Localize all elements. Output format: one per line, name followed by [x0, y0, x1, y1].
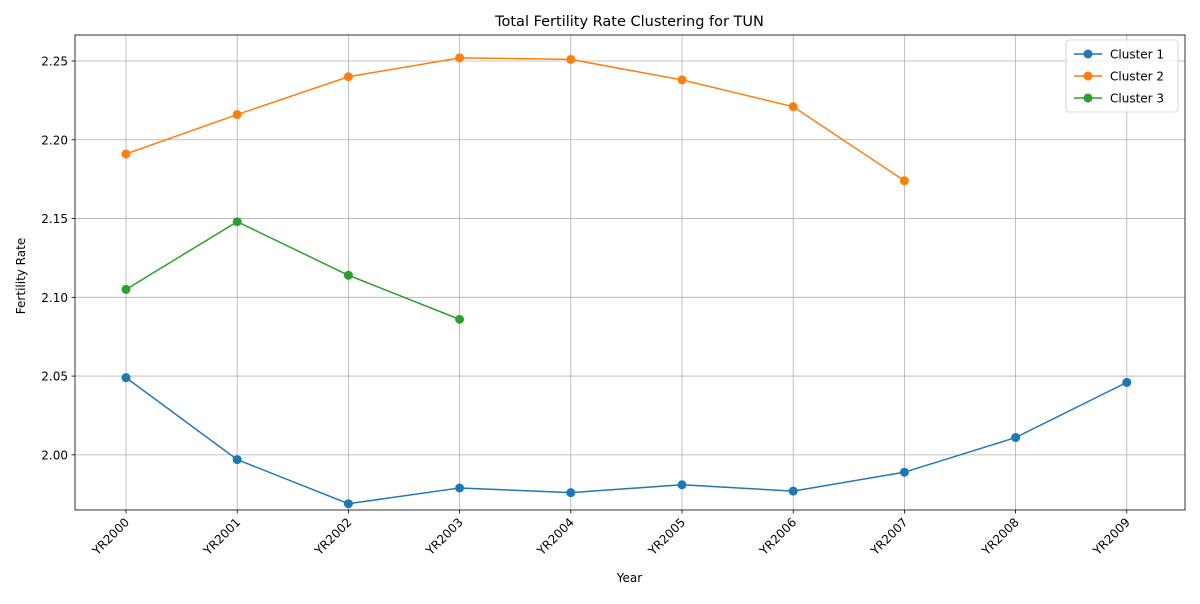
data-point [343, 270, 353, 280]
legend-label: Cluster 2 [1110, 70, 1164, 84]
data-point [788, 486, 798, 496]
legend-swatch-marker [1083, 49, 1093, 59]
x-tick-label: YR2007 [867, 515, 910, 558]
data-point [566, 488, 576, 498]
y-axis-title: Fertility Rate [14, 238, 28, 314]
data-point [1122, 377, 1132, 387]
x-tick-label: YR2006 [756, 515, 799, 558]
series-line [125, 220, 460, 321]
legend-label: Cluster 3 [1110, 92, 1164, 106]
legend-swatch-marker [1083, 93, 1093, 103]
series-group [121, 217, 465, 324]
data-point [121, 284, 131, 294]
y-tick-label: 2.10 [41, 291, 68, 305]
data-point [455, 314, 465, 324]
series-lines [121, 53, 1132, 509]
x-tick-label: YR2000 [89, 515, 132, 558]
data-point [455, 53, 465, 63]
series-line [125, 377, 1128, 505]
legend-label: Cluster 1 [1110, 48, 1164, 62]
data-point [232, 455, 242, 465]
x-axis-title: Year [616, 571, 642, 585]
data-point [232, 110, 242, 120]
data-point [1011, 433, 1021, 443]
x-tick-label: YR2003 [422, 515, 465, 558]
data-point [899, 176, 909, 186]
y-tick-label: 2.00 [41, 448, 68, 462]
series-group [121, 53, 909, 186]
data-point [677, 480, 687, 490]
x-tick-label: YR2008 [978, 515, 1021, 558]
chart-title: Total Fertility Rate Clustering for TUN [494, 14, 764, 30]
series-group [121, 373, 1132, 509]
x-tick-label: YR2002 [311, 515, 354, 558]
y-tick-label: 2.25 [41, 54, 68, 68]
data-point [121, 149, 131, 159]
legend: Cluster 1 Cluster 2 Cluster 3 [1065, 39, 1179, 113]
data-point [343, 499, 353, 509]
data-point [788, 102, 798, 112]
x-tick-label: YR2005 [645, 515, 688, 558]
data-point [566, 54, 576, 64]
data-point [343, 72, 353, 82]
data-point [232, 217, 242, 227]
data-point [455, 483, 465, 493]
legend-swatch-marker [1083, 71, 1093, 81]
x-tick-label: YR2001 [200, 515, 243, 558]
data-point [677, 75, 687, 85]
x-tick-label: YR2004 [534, 515, 577, 558]
x-tick-label: YR2009 [1090, 515, 1133, 558]
y-tick-label: 2.15 [41, 212, 68, 226]
y-tick-label: 2.20 [41, 133, 68, 147]
y-tick-label: 2.05 [41, 370, 68, 384]
grid-lines [75, 35, 1185, 510]
series-line [125, 57, 905, 182]
data-point [899, 467, 909, 477]
legend-box [1065, 39, 1179, 113]
plot-frame [74, 34, 1186, 511]
data-point [121, 373, 131, 383]
axes: YR2000 YR2001 YR2002 YR2003 YR2004 YR2005 YR20… [41, 34, 1186, 559]
